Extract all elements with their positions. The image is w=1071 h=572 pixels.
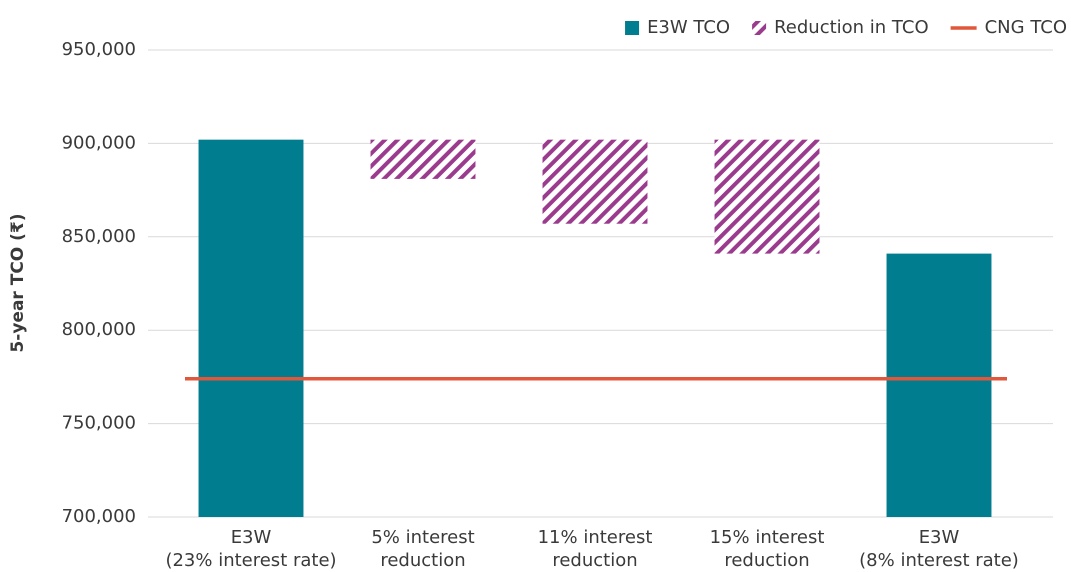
- x-tick-label: reduction: [380, 550, 465, 571]
- reduction-bar: [714, 139, 820, 254]
- x-tick-label: 15% interest: [710, 527, 825, 548]
- y-axis-title: 5-year TCO (₹): [8, 213, 28, 352]
- x-tick-label: (8% interest rate): [859, 550, 1019, 571]
- legend-label: E3W TCO: [647, 17, 730, 38]
- legend-label: CNG TCO: [985, 17, 1067, 38]
- x-tick-label: 11% interest: [538, 527, 653, 548]
- y-tick-label: 750,000: [62, 413, 136, 434]
- reduction-bar: [370, 139, 476, 179]
- legend-swatch: [752, 21, 767, 35]
- legend-label: Reduction in TCO: [774, 17, 929, 38]
- x-tick-label: 5% interest: [371, 527, 474, 548]
- x-tick-label: E3W: [231, 527, 272, 548]
- y-tick-label: 950,000: [62, 39, 136, 60]
- x-tick-label: (23% interest rate): [165, 550, 336, 571]
- y-tick-label: 700,000: [62, 506, 136, 527]
- x-tick-label: reduction: [724, 550, 809, 571]
- bar: [198, 139, 304, 517]
- legend-swatch: [625, 21, 640, 35]
- y-tick-label: 900,000: [62, 132, 136, 153]
- x-tick-label: E3W: [919, 527, 960, 548]
- reduction-bar: [542, 139, 648, 224]
- y-tick-label: 850,000: [62, 226, 136, 247]
- y-tick-label: 800,000: [62, 319, 136, 340]
- bar: [886, 253, 992, 517]
- x-tick-label: reduction: [552, 550, 637, 571]
